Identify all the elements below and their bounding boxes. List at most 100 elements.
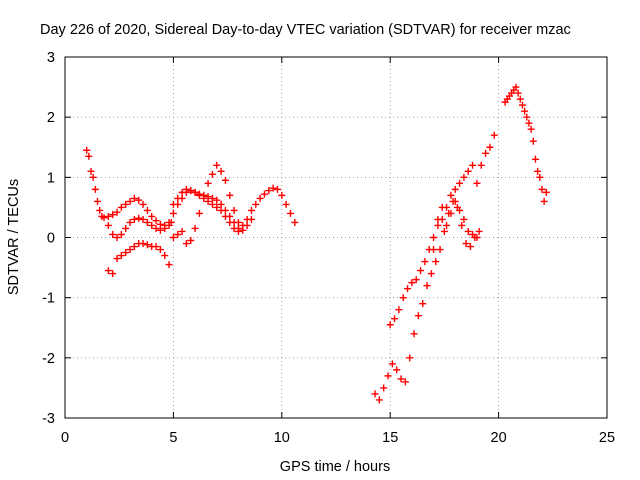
data-point — [143, 206, 151, 214]
data-point — [191, 224, 199, 232]
data-point — [395, 306, 403, 314]
data-point — [384, 372, 392, 380]
data-point — [386, 321, 394, 329]
data-point — [174, 200, 182, 208]
data-point — [104, 221, 112, 229]
data-point — [87, 167, 95, 175]
y-tick-label: 2 — [47, 110, 55, 126]
data-point — [414, 312, 422, 320]
data-point — [221, 212, 229, 220]
data-point — [243, 221, 251, 229]
data-point — [456, 179, 464, 187]
data-point — [434, 215, 442, 223]
data-point — [434, 221, 442, 229]
data-point — [182, 188, 190, 196]
data-point — [427, 270, 435, 278]
data-point — [135, 214, 143, 222]
series-arc-7 — [371, 197, 483, 404]
data-point — [221, 176, 229, 184]
data-point — [226, 218, 234, 226]
data-point — [213, 196, 221, 204]
data-point — [139, 215, 147, 223]
data-point — [156, 226, 164, 234]
data-point — [527, 125, 535, 133]
data-point — [538, 185, 546, 193]
data-point — [540, 197, 548, 205]
series-arc-9 — [430, 197, 481, 254]
data-point — [122, 224, 130, 232]
data-point — [512, 83, 520, 91]
x-axis-label: GPS time / hours — [280, 459, 390, 475]
data-point — [375, 396, 383, 404]
data-point — [126, 246, 134, 254]
data-point — [473, 234, 481, 241]
data-point — [531, 155, 539, 163]
data-point — [406, 354, 414, 362]
data-point — [104, 212, 112, 220]
data-point — [464, 167, 472, 175]
data-point — [104, 267, 112, 275]
chart-title: Day 226 of 2020, Sidereal Day-to-day VTE… — [40, 22, 571, 38]
data-point — [239, 226, 247, 234]
data-point — [460, 173, 468, 181]
data-point — [94, 197, 102, 205]
data-point — [438, 203, 446, 211]
x-tick-label: 5 — [169, 430, 177, 446]
x-tick-label: 15 — [382, 430, 398, 446]
series-arc-8 — [386, 131, 498, 329]
data-point — [122, 200, 130, 208]
data-point — [83, 146, 91, 154]
x-tick-label: 25 — [599, 430, 615, 446]
data-point — [423, 282, 431, 290]
data-point — [217, 167, 225, 175]
data-point — [85, 152, 93, 160]
data-point — [447, 209, 455, 217]
data-point — [96, 206, 104, 214]
data-point — [152, 243, 160, 251]
data-point — [117, 203, 125, 211]
data-point — [430, 234, 438, 241]
data-point — [521, 107, 529, 115]
data-point — [265, 187, 273, 195]
data-point — [525, 119, 533, 127]
data-point — [130, 243, 138, 251]
axis-ticks — [64, 56, 608, 419]
y-tick-label: -3 — [42, 411, 55, 427]
series-arc-3 — [104, 240, 173, 278]
data-point — [410, 330, 418, 338]
data-point — [456, 206, 464, 214]
data-point — [391, 315, 399, 323]
data-point — [432, 258, 440, 266]
data-point — [440, 227, 448, 235]
data-point — [486, 143, 494, 151]
data-point — [126, 197, 134, 205]
data-point — [117, 230, 125, 238]
data-point — [135, 196, 143, 204]
data-point — [187, 187, 195, 195]
data-point — [273, 185, 281, 193]
data-point — [256, 194, 264, 202]
data-point — [126, 218, 134, 226]
data-point — [412, 276, 420, 284]
data-point — [139, 200, 147, 208]
data-point — [451, 185, 459, 193]
data-point — [165, 261, 173, 269]
data-point — [534, 167, 542, 175]
data-point — [143, 241, 151, 249]
data-point — [122, 249, 130, 257]
data-point — [204, 179, 212, 187]
data-point — [447, 191, 455, 199]
series-arc-1 — [83, 146, 173, 229]
data-point — [167, 218, 175, 226]
data-point — [148, 212, 156, 220]
data-point — [278, 191, 286, 199]
y-tick-label: 1 — [47, 170, 55, 186]
data-point — [518, 101, 526, 109]
data-point — [388, 360, 396, 368]
data-point — [419, 300, 427, 308]
data-point — [226, 191, 234, 199]
data-point — [139, 240, 147, 248]
data-point — [451, 197, 459, 205]
data-point — [430, 246, 438, 254]
